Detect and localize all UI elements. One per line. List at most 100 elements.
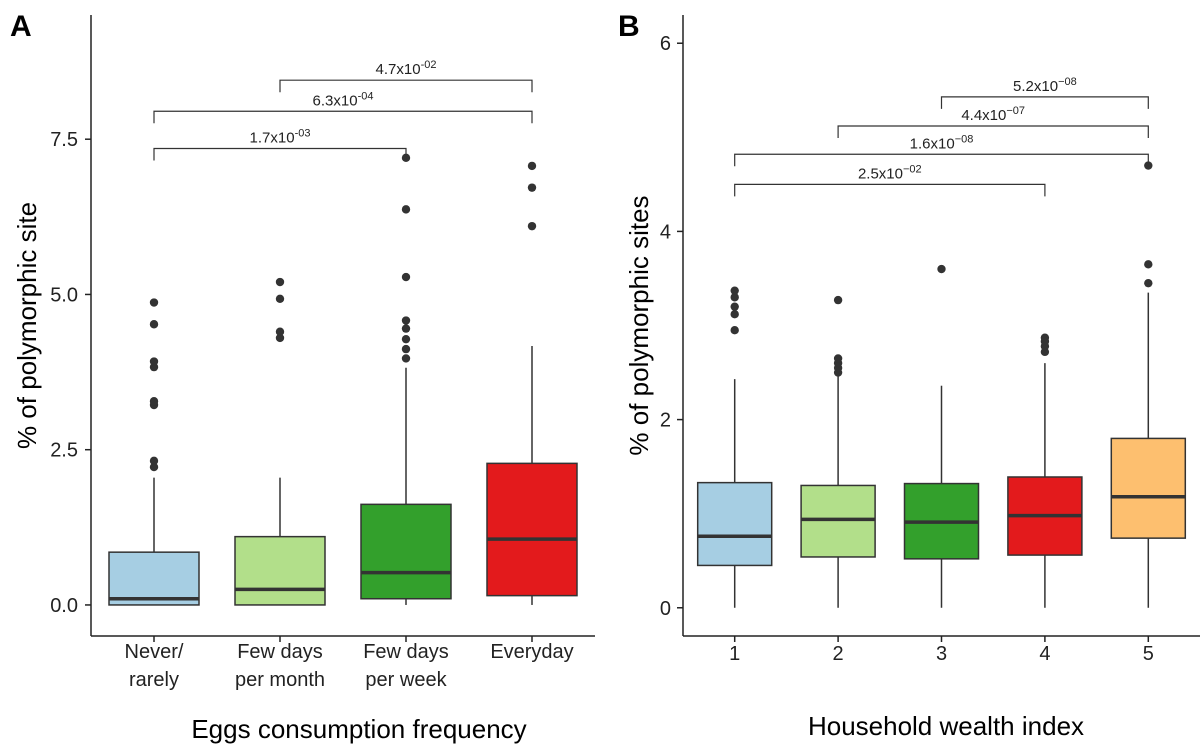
box-3	[360, 153, 452, 605]
outlier-point	[275, 277, 285, 287]
panel-a: A 0.0 2.5 5.0 7.5 Eggs consumption frequency%…	[10, 10, 595, 744]
p-value-mantissa: 6.3x10	[313, 92, 358, 109]
outlier-point	[730, 286, 739, 295]
panel-label: B	[618, 10, 640, 43]
bracket-line	[940, 96, 1149, 109]
box-2	[800, 295, 876, 608]
significance-bracket: 5.2x10−08	[940, 76, 1149, 109]
x-tick-label: per week	[365, 669, 447, 691]
p-value-exponent: −02	[903, 163, 922, 175]
p-value-mantissa: 2.5x10	[858, 165, 903, 182]
outlier-point	[1144, 278, 1153, 288]
x-tick-label: 4	[1039, 643, 1050, 665]
outlier-point	[149, 357, 159, 366]
p-value-exponent: -02	[421, 59, 437, 71]
p-value-mantissa: 4.4x10	[961, 107, 1006, 124]
outlier-point	[527, 221, 537, 231]
p-value-mantissa: 5.2x10	[1013, 78, 1058, 95]
p-value-label: 2.5x10−02	[858, 163, 922, 182]
p-value-exponent: −07	[1006, 105, 1025, 117]
outlier-point	[730, 293, 739, 302]
y-axis-title: % of polymorphic site	[12, 202, 42, 449]
box-body	[1110, 437, 1187, 539]
p-value-exponent: -03	[295, 128, 311, 140]
y-tick-label: 0	[660, 598, 671, 620]
p-value-label: 5.2x10−08	[1013, 76, 1077, 95]
box-2	[234, 277, 326, 606]
p-value-label: 1.7x10-03	[250, 128, 311, 147]
outlier-point	[401, 324, 411, 333]
x-tick-label: 1	[729, 643, 740, 665]
panel-b: B 0 2 4 6 Household wealth index % of polymorp…	[618, 10, 1200, 741]
outlier-point	[401, 272, 411, 282]
y-tick-label: 5.0	[50, 284, 78, 306]
x-tick-label: per month	[235, 669, 325, 691]
outlier-point	[149, 397, 159, 406]
y-tick-label: 6	[660, 33, 671, 55]
y-tick-label: 4	[660, 221, 671, 243]
significance-bracket: 2.5x10−02	[734, 163, 1046, 197]
p-value-label: 6.3x10-04	[313, 90, 374, 109]
x-axis-title: Eggs consumption frequency	[191, 714, 526, 744]
outlier-point	[149, 462, 159, 472]
y-tick-label: 0.0	[50, 595, 78, 617]
bracket-line	[279, 79, 533, 93]
x-axis-title: Household wealth index	[808, 711, 1084, 741]
outlier-point	[149, 456, 159, 466]
box-5	[1110, 161, 1187, 608]
outlier-point	[275, 327, 285, 336]
x-tick-label: 3	[936, 643, 947, 665]
outlier-point	[730, 302, 739, 311]
box-body	[108, 551, 200, 606]
outlier-point	[730, 310, 739, 319]
x-tick-label: Few days	[363, 641, 449, 663]
p-value-label: 1.6x10−08	[910, 133, 974, 152]
p-value-mantissa: 1.7x10	[250, 130, 295, 147]
outlier-point	[401, 334, 411, 344]
outlier-point	[275, 294, 285, 303]
outlier-point	[1040, 333, 1050, 342]
outlier-point	[401, 344, 411, 354]
p-value-label: 4.7x10-02	[376, 59, 437, 78]
bracket-line	[734, 183, 1046, 197]
significance-bracket: 4.7x10-02	[279, 59, 533, 93]
y-tick-label: 2.5	[50, 440, 78, 462]
bracket-line	[837, 125, 1149, 139]
y-tick-label: 7.5	[50, 129, 78, 151]
outlier-point	[401, 354, 411, 363]
box-3	[903, 264, 980, 608]
x-tick-label: 2	[833, 643, 844, 665]
bracket-line	[734, 153, 1149, 167]
outlier-point	[730, 326, 739, 335]
outlier-point	[833, 354, 843, 363]
x-tick-label: Everyday	[490, 641, 573, 663]
x-tick-label: Few days	[237, 641, 323, 663]
box-4	[486, 161, 578, 605]
p-value-exponent: -04	[358, 90, 374, 102]
box-body	[360, 503, 452, 600]
p-value-exponent: −08	[1058, 76, 1077, 88]
box-4	[1007, 333, 1083, 608]
outlier-point	[275, 333, 285, 343]
box-1	[108, 298, 200, 606]
outlier-point	[527, 161, 537, 171]
outlier-point	[937, 264, 946, 274]
x-tick-label: 5	[1143, 643, 1154, 665]
y-tick-label: 2	[660, 410, 671, 432]
box-1	[696, 286, 773, 608]
outlier-point	[401, 316, 411, 325]
significance-bracket: 1.7x10-03	[153, 128, 407, 161]
x-tick-label: rarely	[129, 669, 179, 691]
p-value-exponent: −08	[955, 133, 974, 145]
box-body	[800, 484, 876, 558]
box-body	[486, 462, 578, 597]
significance-bracket: 6.3x10-04	[153, 90, 533, 124]
bracket-line	[153, 147, 407, 161]
box-body	[234, 535, 326, 606]
outlier-point	[833, 295, 843, 305]
significance-bracket: 4.4x10−07	[837, 105, 1149, 139]
bracket-line	[153, 110, 533, 124]
outlier-point	[149, 320, 159, 329]
panel-label: A	[10, 10, 32, 43]
